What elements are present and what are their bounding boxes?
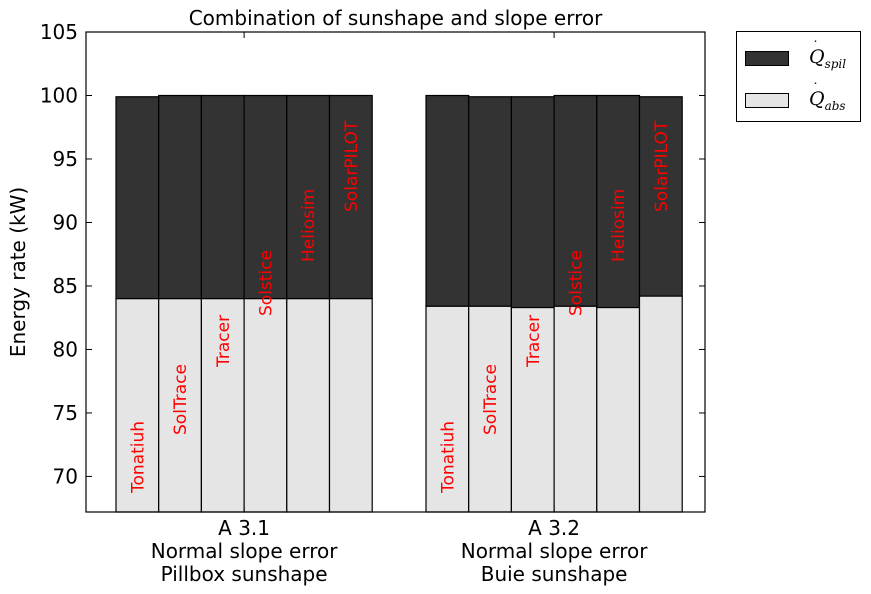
- chart-title: Combination of sunshape and slope error: [189, 6, 603, 30]
- bar-abs: [510, 306, 555, 513]
- legend: ˙ Qspil ˙ Qabs: [736, 31, 861, 122]
- legend-item-spil: ˙ Qspil: [745, 38, 847, 71]
- bar-spil: [200, 94, 245, 300]
- bar-label: SolarPILOT: [342, 120, 362, 212]
- y-tick-label: 105: [40, 20, 78, 44]
- y-tick-label: 85: [53, 274, 78, 298]
- y-tick-label: 75: [53, 401, 78, 425]
- bar-abs: [425, 305, 470, 513]
- bar-label: Solstice: [566, 250, 586, 316]
- bar-abs: [328, 298, 373, 513]
- bar-spil: [115, 96, 160, 300]
- bar-abs: [243, 298, 288, 513]
- bar-abs: [158, 298, 202, 513]
- bar-abs: [200, 298, 245, 513]
- bar-abs: [596, 306, 641, 513]
- x-tick-label: Buie sunshape: [481, 562, 628, 586]
- bar-spil: [425, 94, 470, 307]
- x-tick-label: Normal slope error: [461, 539, 648, 563]
- y-axis-label: Energy rate (kW): [6, 187, 30, 357]
- bar-abs: [286, 298, 331, 513]
- legend-label-abs: ˙ Qabs: [809, 80, 846, 113]
- bar-label: Solstice: [256, 250, 276, 316]
- y-tick-label: 90: [53, 210, 78, 234]
- x-tick-label: Pillbox sunshape: [161, 562, 328, 586]
- x-tick-label: Normal slope error: [151, 539, 338, 563]
- bar-abs: [553, 305, 598, 513]
- y-tick-label: 80: [53, 337, 78, 361]
- legend-label-spil: ˙ Qspil: [809, 38, 847, 71]
- bar-label: SolTrace: [171, 364, 191, 435]
- bar-label: SolTrace: [481, 364, 501, 435]
- y-tick-label: 70: [53, 464, 78, 488]
- plot-frame: [85, 31, 706, 513]
- y-tick-label: 95: [53, 147, 78, 171]
- legend-swatch-abs: [745, 92, 789, 108]
- bar-label: Tonatiuh: [128, 421, 148, 494]
- bar-spil: [468, 96, 513, 307]
- bar-label: Heliosim: [299, 189, 319, 262]
- y-tick-label: 100: [40, 83, 78, 107]
- x-tick-label: A 3.1: [218, 516, 270, 540]
- legend-item-abs: ˙ Qabs: [745, 80, 846, 113]
- x-tick-label: A 3.2: [528, 516, 580, 540]
- bar-label: Tracer: [214, 315, 234, 368]
- bar-spil: [158, 94, 202, 300]
- legend-swatch-spil: [745, 50, 789, 66]
- bar-spil: [638, 96, 683, 297]
- bar-spil: [243, 94, 288, 300]
- bar-spil: [510, 96, 555, 309]
- bar-spil: [596, 94, 641, 309]
- bar-label: Heliosim: [609, 189, 629, 262]
- bar-label: Tracer: [524, 315, 544, 368]
- bar-spil: [328, 94, 373, 300]
- bar-label: Tonatiuh: [438, 421, 458, 494]
- bar-label: SolarPILOT: [652, 120, 672, 212]
- bar-abs: [638, 295, 683, 513]
